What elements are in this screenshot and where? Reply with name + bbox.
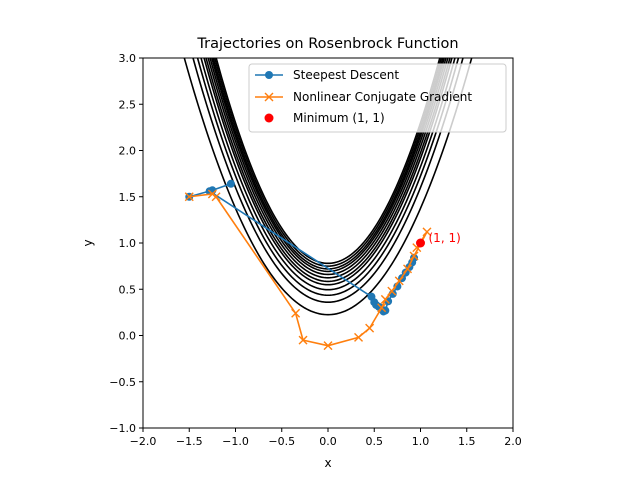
x-tick-label: 2.0	[504, 435, 522, 448]
chart-title: Trajectories on Rosenbrock Function	[196, 36, 458, 52]
x-tick-label: −2.0	[130, 435, 157, 448]
x-marker-stroke	[184, 192, 194, 202]
contour-line-4	[200, 58, 456, 291]
x-marker-stroke	[354, 332, 364, 342]
y-axis: −1.0 −0.5 0.0 0.5 1.0 1.5 2.0 2.5 3.0	[109, 52, 143, 435]
x-marker-stroke	[211, 192, 221, 202]
legend-marker-minimum	[264, 113, 274, 123]
legend-marker-1	[265, 71, 273, 79]
x-marker-stroke	[291, 308, 301, 318]
series-2-point	[422, 227, 432, 237]
y-tick-label: 2.0	[119, 145, 137, 158]
series-2-point	[387, 286, 397, 296]
contour-line-8	[209, 58, 447, 276]
series-2-point	[323, 341, 333, 351]
legend: Steepest Descent Nonlinear Conjugate Grad…	[248, 63, 507, 133]
contour-line-9	[210, 58, 446, 273]
x-marker-stroke	[394, 276, 404, 286]
x-marker-stroke	[403, 264, 413, 274]
contour-line-6	[205, 58, 451, 283]
series-2-point	[403, 264, 413, 274]
x-tick-label: 0.0	[319, 435, 337, 448]
legend-label-2: Nonlinear Conjugate Gradient	[293, 90, 472, 104]
series-layer	[184, 179, 432, 351]
contour-line-5	[203, 58, 453, 286]
series-2-point	[298, 335, 308, 345]
y-tick-label: 0.5	[119, 283, 137, 296]
y-axis-label: y	[81, 239, 95, 246]
x-tick-label: 1.5	[458, 435, 476, 448]
x-marker-stroke	[298, 335, 308, 345]
x-tick-label: −0.5	[268, 435, 295, 448]
minimum-layer: (1, 1)	[416, 231, 461, 248]
contour-line-7	[207, 58, 449, 279]
series-2-point	[394, 276, 404, 286]
minimum-point	[416, 238, 425, 248]
x-tick-label: 1.0	[412, 435, 430, 448]
x-marker-stroke	[323, 341, 333, 351]
y-tick-label: 3.0	[119, 52, 137, 65]
series-1-point	[226, 179, 235, 188]
series-2-point	[291, 308, 301, 318]
legend-label-minimum: Minimum (1, 1)	[293, 111, 385, 125]
y-tick-label: 1.5	[119, 191, 137, 204]
x-tick-label: 0.5	[366, 435, 384, 448]
series-2-line	[189, 193, 428, 347]
x-marker-stroke	[387, 286, 397, 296]
series-2-point	[380, 294, 390, 304]
contour-line-12	[215, 58, 441, 265]
x-marker-stroke	[422, 227, 432, 237]
x-tick-label: −1.5	[176, 435, 203, 448]
x-tick-label: −1.0	[222, 435, 249, 448]
series-2-point	[354, 332, 364, 342]
x-marker-stroke	[380, 294, 390, 304]
minimum-annotation: (1, 1)	[429, 231, 461, 245]
legend-marker-2	[264, 92, 274, 102]
series-2-point	[365, 323, 375, 333]
series-2-point	[409, 251, 419, 261]
x-axis: −2.0 −1.5 −1.0 −0.5 0.0 0.5 1.0 1.5 2.0	[130, 428, 522, 448]
contour-line-11	[213, 58, 443, 267]
contour-line-2	[192, 58, 464, 304]
series-2-point	[184, 192, 194, 202]
y-tick-label: 2.5	[119, 98, 137, 111]
y-tick-label: −1.0	[109, 422, 136, 435]
x-axis-label: x	[324, 456, 331, 470]
y-tick-label: 0.0	[119, 330, 137, 343]
y-tick-label: 1.0	[119, 237, 137, 250]
contour-line-3	[196, 58, 460, 297]
series-2-point	[211, 192, 221, 202]
legend-box	[248, 63, 507, 133]
series-2-point	[377, 303, 387, 313]
x-marker-stroke	[365, 323, 375, 333]
x-marker-stroke	[409, 251, 419, 261]
x-marker-stroke	[377, 303, 387, 313]
y-tick-label: −0.5	[109, 376, 136, 389]
legend-label-1: Steepest Descent	[293, 68, 399, 82]
